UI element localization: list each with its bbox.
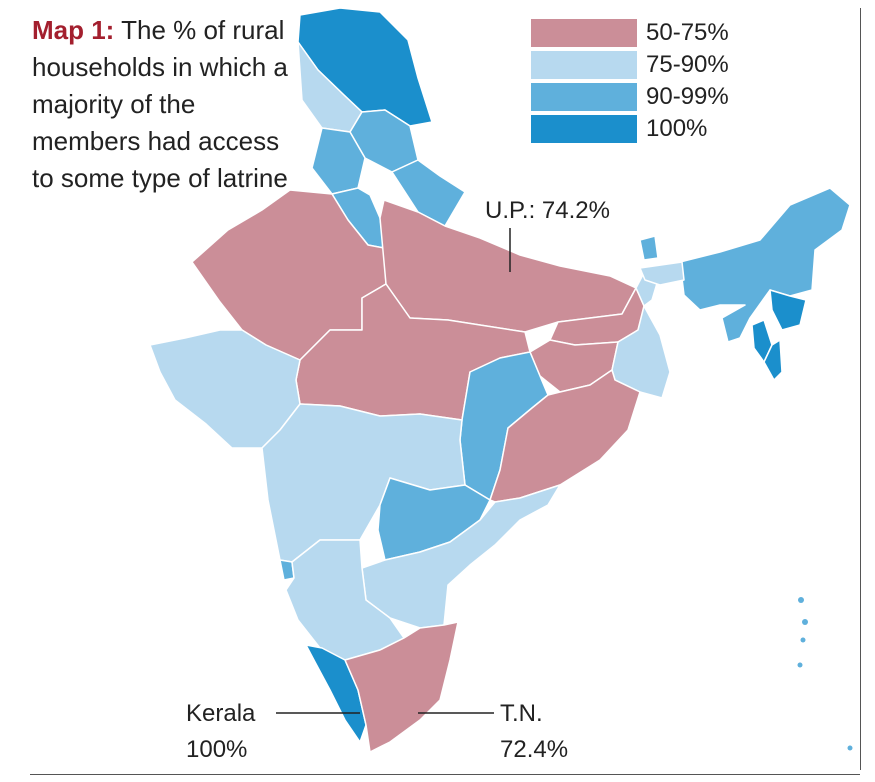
region-kerala [305,644,367,743]
legend-label: 50-75% [646,19,729,46]
map-title-lead: Map 1: [32,15,115,45]
region-andaman-islands-2 [802,619,808,625]
legend-swatch [530,50,638,80]
region-himachal [349,109,419,173]
legend-label: 90-99% [646,83,729,110]
bottom-rule [30,774,860,775]
legend-label: 75-90% [646,51,729,78]
legend: 50-75% 75-90% 90-99% 100% [530,17,729,145]
region-meghalaya [639,261,685,286]
map-title: Map 1: The % of rural households in whic… [32,12,302,197]
region-andaman-islands-3 [800,637,806,643]
region-mizoram [763,339,783,381]
region-manipur [769,289,807,331]
kerala-callout-value: 100% [186,736,248,763]
legend-swatch [530,82,638,112]
map-title-text: The % of rural households in which a maj… [32,15,288,193]
region-nicobar-islands [797,662,803,668]
region-sikkim [639,235,659,261]
right-rule [860,8,861,770]
legend-item: 100% [530,113,729,145]
tn-callout-name: T.N. [500,700,543,727]
legend-item: 90-99% [530,81,729,113]
up-callout: U.P.: 74.2% [485,197,610,224]
legend-swatch [530,114,638,144]
region-andaman-islands-1 [798,597,804,603]
legend-item: 75-90% [530,49,729,81]
tn-callout-value: 72.4% [500,736,569,763]
legend-label: 100% [646,115,708,142]
region-tamil-nadu [344,621,459,753]
kerala-callout-name: Kerala [186,700,256,727]
legend-item: 50-75% [530,17,729,49]
region-nicobar-islands-2 [847,745,853,751]
region-west-bengal [611,264,671,399]
region-odisha [489,369,641,503]
region-northeast [679,187,851,343]
legend-swatch [530,18,638,48]
